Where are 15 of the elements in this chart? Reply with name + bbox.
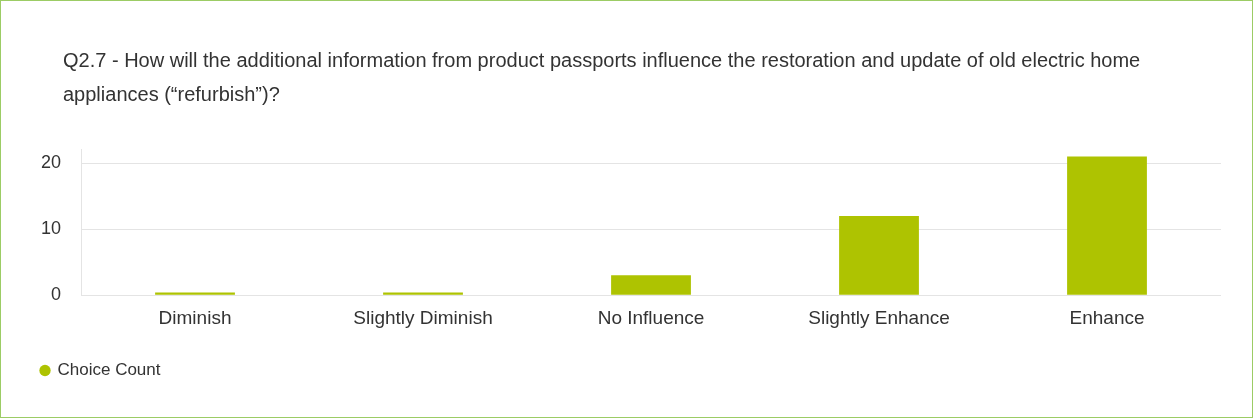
bar (839, 215, 919, 295)
x-tick-label: Diminish (158, 306, 232, 328)
bar (155, 292, 235, 295)
x-tick-label: Slightly Enhance (808, 306, 950, 328)
bar (1067, 156, 1147, 295)
bar (611, 275, 691, 295)
y-tick-label: 0 (51, 284, 62, 305)
y-tick-label: 20 (40, 151, 62, 172)
x-tick-label: Slightly Diminish (353, 306, 493, 328)
x-tick-label: Enhance (1069, 306, 1145, 328)
bar (383, 292, 463, 295)
y-tick-label: 10 (40, 218, 62, 239)
legend-label: Choice Count (57, 360, 161, 380)
chart-title: Q2.7 - How will the additional information from product passports influence the restoration and update of old electric home appliances (“refurbish”)? (63, 48, 1142, 107)
x-tick-label: No Influence (597, 306, 705, 328)
